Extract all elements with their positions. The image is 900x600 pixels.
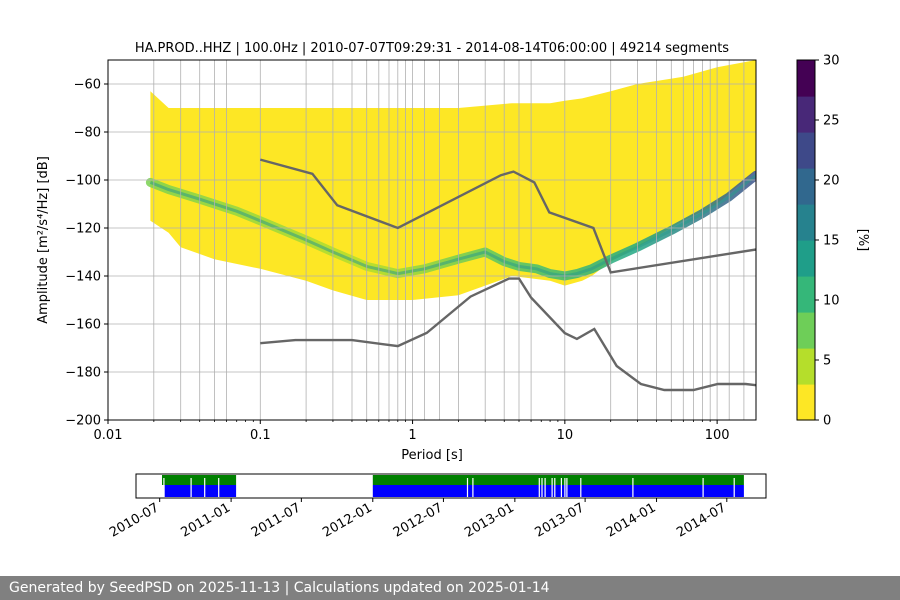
y-tick-label: −180 [65,366,101,381]
x-axis-ticks: 0.01 0.1 1 10 100 [94,420,730,443]
colorbar-label: [%] [855,229,870,252]
psd-plot: 0.01 0.1 1 10 100 −200 −180 −160 −140 −120 −100 −8… [65,59,757,443]
colorbar-strip [797,384,815,421]
colorbar-strip [797,312,815,349]
y-tick-label: −160 [65,318,101,333]
y-axis-ticks: −200 −180 −160 −140 −120 −100 −80 −60 [65,78,108,429]
x-tick-label: 0.01 [94,428,123,443]
colorbar: 0 5 10 15 20 25 30 [%] [796,54,870,429]
colorbar-strip [797,240,815,277]
timeline-tick-label: 2010-07 [107,500,162,540]
timeline-bars [162,475,744,497]
available-data-bar [372,475,744,485]
y-tick-label: −120 [65,222,101,237]
y-tick-label: −100 [65,174,101,189]
x-tick-label: 1 [408,428,416,443]
footer-status-bar: Generated by SeedPSD on 2025-11-13 | Cal… [0,576,900,600]
timeline-tick-label: 2014-01 [604,500,659,540]
timeline-tick-label: 2013-01 [462,500,517,540]
colorbar-strip [797,348,815,385]
y-tick-label: −200 [65,414,101,429]
timeline-ticks: 2010-07 2011-01 2011-07 2012-01 2012-07 2013-… [107,498,729,541]
colorbar-strip [797,204,815,241]
nhnm-noise-model-line [259,158,756,274]
y-axis-label: Amplitude [m²/s⁴/Hz] [dB] [36,156,51,324]
colorbar-ticks: 0 5 10 15 20 25 30 [815,54,840,429]
x-tick-label: 0.1 [250,428,271,443]
colorbar-gradient [797,60,815,421]
colorbar-strip [797,132,815,169]
colorbar-tick-label: 30 [823,54,840,69]
y-tick-label: −60 [74,78,101,93]
used-data-bar [164,485,237,497]
y-tick-label: −140 [65,270,101,285]
timeline-tick-label: 2014-07 [674,500,729,540]
x-tick-label: 10 [557,428,574,443]
timeline-frame [135,473,767,499]
available-data-bar [162,475,237,485]
chart-title: HA.PROD..HHZ | 100.0Hz | 2010-07-07T09:2… [135,41,729,56]
timeline-tick-label: 2012-01 [320,500,375,540]
colorbar-strip [797,60,815,97]
period-grid-lines [153,60,745,420]
colorbar-strip [797,168,815,205]
colorbar-tick-label: 10 [823,294,840,309]
timeline-tick-label: 2011-01 [179,500,234,540]
colorbar-tick-label: 0 [823,414,831,429]
x-tick-label: 100 [705,428,730,443]
timeline-tick-label: 2012-07 [391,500,446,540]
colorbar-tick-label: 5 [823,354,831,369]
nlnm-noise-model-line [260,277,756,392]
colorbar-tick-label: 20 [823,174,840,189]
amplitude-grid-lines [108,83,756,420]
x-axis-label: Period [s] [401,448,463,463]
colorbar-tick-label: 25 [823,114,840,129]
y-tick-label: −80 [74,126,101,141]
colorbar-tick-label: 15 [823,234,840,249]
timeline-tick-label: 2013-07 [533,500,588,540]
used-data-bar [372,485,744,497]
colorbar-strip [797,276,815,313]
timeline-tick-label: 2011-07 [249,500,304,540]
colorbar-strip [797,96,815,133]
data-availability-timeline: 2010-07 2011-01 2011-07 2012-01 2012-07 2013-… [107,473,767,541]
plot-frame [107,59,757,421]
